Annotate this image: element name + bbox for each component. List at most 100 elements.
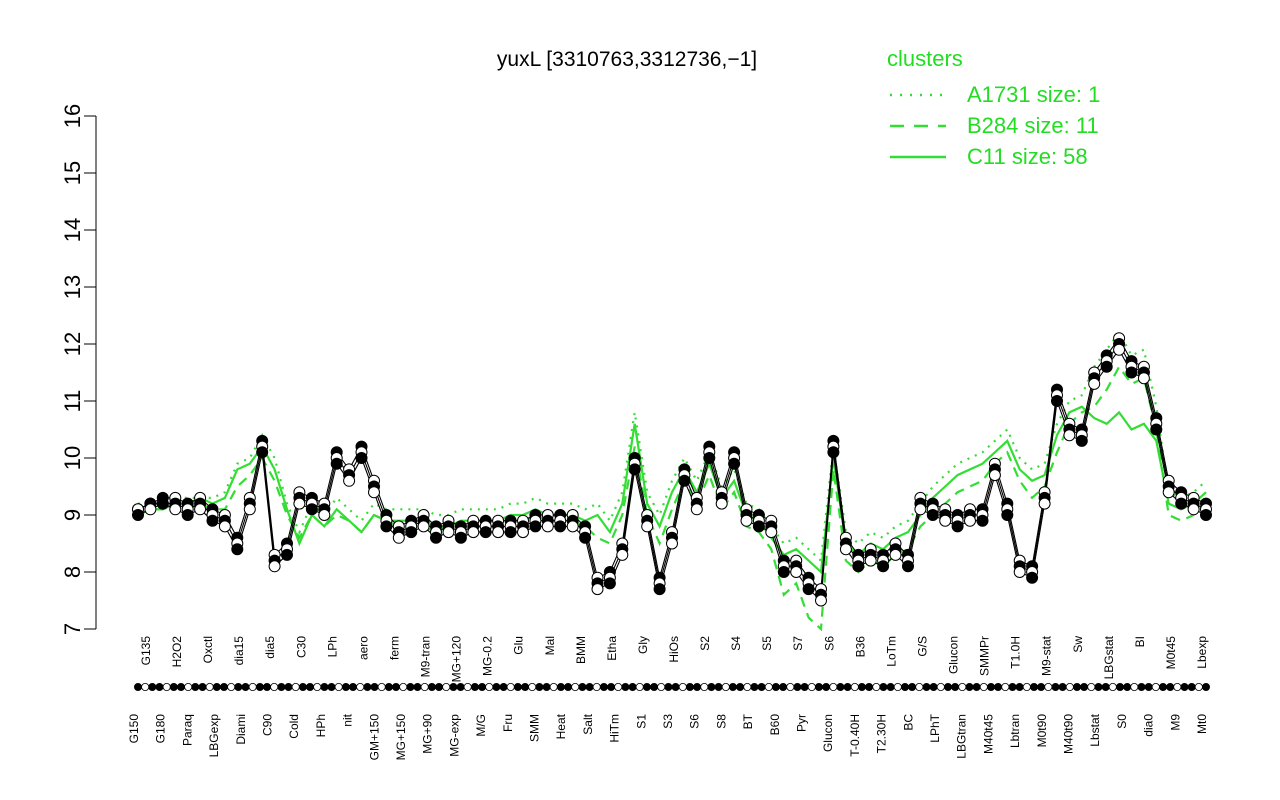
condition-marker <box>420 683 429 692</box>
x-tick-label: M0t45 <box>1164 636 1178 670</box>
condition-marker <box>886 683 895 692</box>
data-point <box>1038 497 1051 510</box>
condition-marker <box>750 683 759 692</box>
condition-marker <box>650 683 659 692</box>
x-tick-label: T1.0H <box>1009 636 1023 669</box>
condition-marker <box>893 683 902 692</box>
condition-marker <box>1073 683 1082 692</box>
condition-marker <box>944 683 953 692</box>
data-point <box>802 583 815 596</box>
condition-marker <box>836 683 845 692</box>
y-tick-label: 14 <box>60 218 85 242</box>
condition-marker <box>513 683 522 692</box>
condition-marker <box>994 683 1003 692</box>
x-tick-label: dia15 <box>232 636 246 666</box>
condition-marker <box>521 683 530 692</box>
condition-marker <box>879 683 888 692</box>
x-tick-label: MG-exp <box>447 714 461 757</box>
condition-marker <box>133 683 142 692</box>
x-tick-label: B60 <box>768 714 782 736</box>
x-tick-label: Salt <box>581 713 595 734</box>
condition-marker <box>1159 683 1168 692</box>
condition-marker <box>399 683 408 692</box>
condition-marker <box>162 683 171 692</box>
data-point <box>603 577 616 590</box>
data-point <box>641 520 654 533</box>
y-tick-label: 10 <box>60 446 85 470</box>
data-point <box>1162 486 1175 499</box>
condition-marker <box>528 683 537 692</box>
condition-marker <box>800 683 809 692</box>
legend-title: clusters <box>887 46 963 71</box>
data-point <box>678 474 691 487</box>
condition-marker <box>908 683 917 692</box>
condition-marker <box>621 683 630 692</box>
condition-marker <box>1080 683 1089 692</box>
y-axis: 7 8 9 10 11 12 13 14 15 16 <box>60 104 97 635</box>
condition-marker <box>313 683 322 692</box>
condition-marker <box>786 683 795 692</box>
x-tick-label: Glucon <box>947 636 961 674</box>
data-point <box>1125 366 1138 379</box>
condition-marker <box>1137 683 1146 692</box>
data-point <box>579 531 592 544</box>
condition-marker <box>234 683 243 692</box>
data-point <box>939 514 952 527</box>
condition-marker <box>334 683 343 692</box>
data-point <box>690 503 703 516</box>
x-tick-label: ferm <box>388 636 402 660</box>
condition-marker <box>1030 683 1039 692</box>
data-point <box>243 503 256 516</box>
x-tick-label: LBGtran <box>955 714 969 759</box>
x-tick-label: BT <box>741 713 755 729</box>
x-tick-label: BMM <box>574 636 588 664</box>
condition-marker <box>470 683 479 692</box>
condition-marker <box>370 683 379 692</box>
condition-marker <box>1022 683 1031 692</box>
data-point <box>728 457 741 470</box>
x-tick-label: S1 <box>634 714 648 729</box>
condition-marker <box>936 683 945 692</box>
condition-marker <box>793 683 802 692</box>
x-tick-label: S0 <box>1115 714 1129 729</box>
condition-marker <box>298 683 307 692</box>
data-point <box>417 520 430 533</box>
condition-marker <box>972 683 981 692</box>
y-tick-label: 13 <box>60 275 85 299</box>
data-point <box>517 526 529 539</box>
condition-marker <box>901 683 910 692</box>
condition-marker <box>141 683 150 692</box>
x-tick-label: S2 <box>698 636 712 651</box>
data-point <box>752 520 765 533</box>
y-tick-label: 12 <box>60 332 85 356</box>
x-tick-label: M40t45 <box>981 714 995 754</box>
condition-marker <box>922 683 931 692</box>
legend-label-A1731: A1731 size: 1 <box>967 82 1100 107</box>
series-line-2 <box>137 348 1207 602</box>
condition-marker <box>979 683 988 692</box>
condition-marker <box>1202 683 1211 692</box>
condition-marker <box>1044 683 1053 692</box>
x-tick-label: S8 <box>714 714 728 729</box>
x-tick-label: MG-0.2 <box>481 636 495 676</box>
data-point <box>1187 503 1200 516</box>
condition-marker <box>757 683 766 692</box>
x-tick-label: HiTm <box>608 714 622 743</box>
data-point <box>951 520 964 533</box>
condition-marker <box>499 683 508 692</box>
condition-marker <box>1065 683 1074 692</box>
data-point <box>1150 423 1163 436</box>
x-tick-label: M9-stat <box>1040 635 1054 676</box>
data-point <box>392 531 405 544</box>
x-tick-label: T-0.40H <box>848 714 862 757</box>
condition-marker <box>406 683 415 692</box>
condition-marker <box>614 683 623 692</box>
data-point <box>330 457 343 470</box>
x-tick-label: Fru <box>501 714 515 732</box>
condition-marker <box>155 683 164 692</box>
condition-marker <box>929 683 938 692</box>
condition-marker <box>664 683 673 692</box>
x-tick-label: Mal <box>543 636 557 655</box>
condition-marker <box>829 683 838 692</box>
